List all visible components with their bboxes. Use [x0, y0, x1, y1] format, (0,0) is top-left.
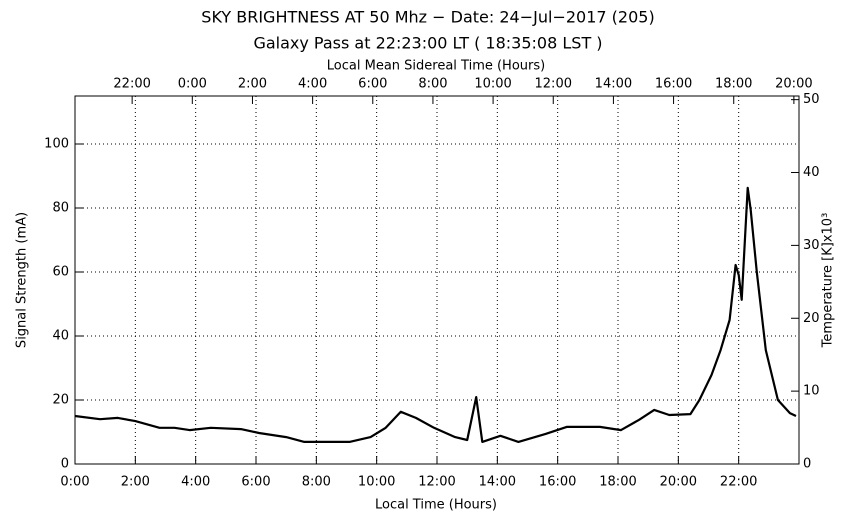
x-tick-label: 16:00: [539, 475, 576, 490]
x-tick-label: 20:00: [660, 475, 697, 490]
y-tick-label: 100: [44, 137, 69, 152]
y2-axis-label: Temperature [K]x10³: [821, 213, 836, 349]
x2-axis-label: Local Mean Sidereal Time (Hours): [327, 59, 545, 74]
x-axis-label: Local Time (Hours): [375, 498, 497, 513]
x-tick-label: 8:00: [302, 475, 331, 490]
x2-tick-label: 2:00: [238, 77, 267, 92]
x2-tick-label: 22:00: [113, 77, 150, 92]
x-tick-label: 6:00: [241, 475, 270, 490]
x-tick-label: 2:00: [121, 475, 150, 490]
y2-tick-label: 50: [803, 92, 820, 107]
y2-tick-label: 0: [803, 457, 811, 472]
chart-title: SKY BRIGHTNESS AT 50 Mhz − Date: 24−Jul−…: [201, 8, 654, 27]
y-tick-label: 0: [61, 457, 69, 472]
x-tick-label: 0:00: [60, 475, 89, 490]
x-tick-label: 18:00: [599, 475, 636, 490]
x2-tick-label: 16:00: [655, 77, 692, 92]
x-tick-label: 4:00: [181, 475, 210, 490]
x2-tick-label: 0:00: [178, 77, 207, 92]
y-tick-label: 40: [52, 329, 69, 344]
data-line: [74, 186, 797, 443]
y-axis-label: Signal Strength (mA): [15, 212, 30, 348]
y-tick-label: 60: [52, 265, 69, 280]
y2-tick-label: 10: [803, 384, 820, 399]
x2-tick-label: 8:00: [418, 77, 447, 92]
y2-tick-label: 20: [803, 311, 820, 326]
y-tick-label: 80: [52, 201, 69, 216]
x2-tick-label: 10:00: [474, 77, 511, 92]
x2-tick-label: 18:00: [715, 77, 752, 92]
x-tick-label: 10:00: [358, 475, 395, 490]
x2-tick-label: 4:00: [298, 77, 327, 92]
y2-tick-label: 30: [803, 238, 820, 253]
x-tick-label: 14:00: [479, 475, 516, 490]
x-tick-label: 12:00: [418, 475, 455, 490]
x2-tick-label: 20:00: [775, 77, 812, 92]
x2-tick-label: 6:00: [358, 77, 387, 92]
x2-tick-label: 12:00: [535, 77, 572, 92]
y-tick-label: 20: [52, 393, 69, 408]
chart-subtitle: Galaxy Pass at 22:23:00 LT ( 18:35:08 LS…: [253, 34, 602, 53]
x-tick-label: 22:00: [720, 475, 757, 490]
x2-tick-label: 14:00: [595, 77, 632, 92]
y2-tick-label: 40: [803, 165, 820, 180]
